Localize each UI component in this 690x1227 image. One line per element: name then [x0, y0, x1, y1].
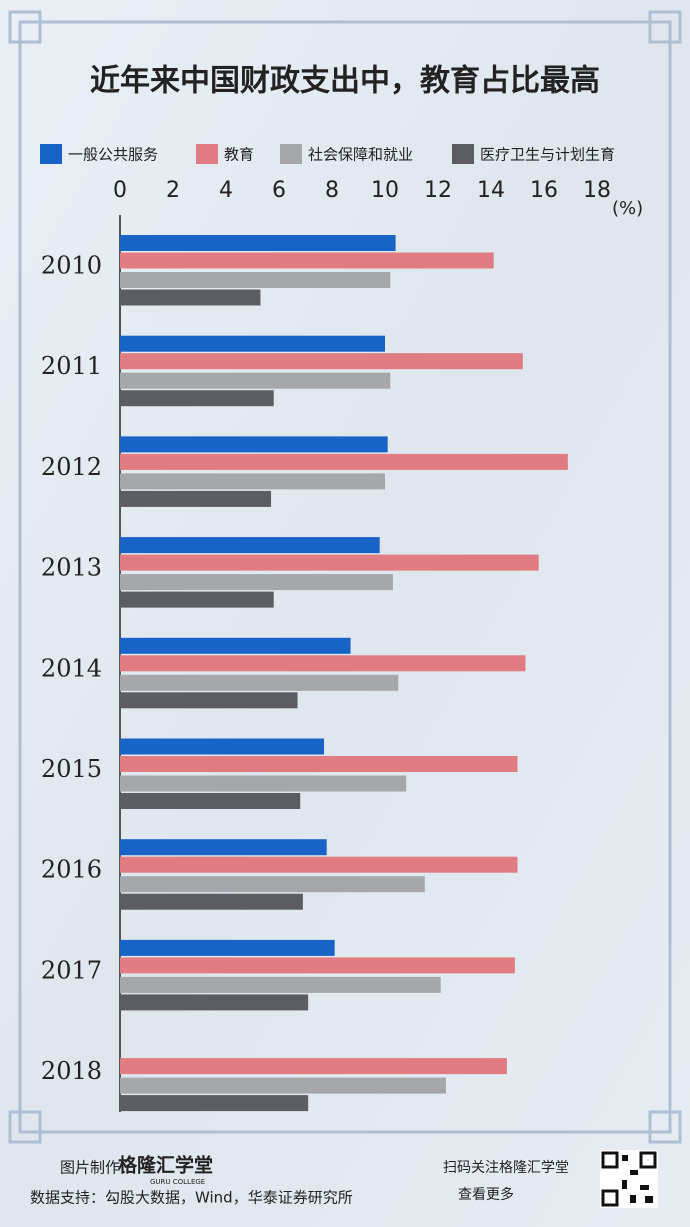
y-tick-label: 2012 — [41, 453, 102, 481]
bar — [120, 591, 274, 608]
bar — [120, 252, 494, 269]
source: 数据支持：勾股大数据，Wind，华泰证券研究所 — [30, 1189, 353, 1207]
bar — [120, 235, 396, 251]
brand-sub: GURU COLLEGE — [150, 1178, 205, 1186]
y-tick-label: 2016 — [41, 856, 102, 884]
bar — [120, 490, 272, 507]
x-tick-label: 10 — [371, 178, 399, 203]
bar — [120, 637, 351, 654]
legend-swatch — [40, 144, 62, 164]
x-tick-label: 4 — [219, 178, 233, 203]
bar — [120, 390, 274, 407]
bar — [120, 1095, 309, 1112]
x-tick-label: 2 — [166, 178, 180, 203]
bar — [120, 574, 393, 591]
legend-label: 医疗卫生与计划生育 — [480, 146, 615, 164]
bar — [120, 272, 391, 288]
legend-label: 一般公共服务 — [68, 146, 158, 164]
x-tick-label: 12 — [424, 178, 452, 203]
bar — [120, 1058, 507, 1075]
qr-code — [600, 1150, 658, 1208]
legend-swatch — [452, 144, 474, 164]
y-tick-label: 2011 — [41, 352, 102, 380]
bar — [120, 453, 568, 470]
y-tick-label: 2014 — [41, 654, 102, 682]
bar — [120, 655, 526, 672]
bar — [120, 554, 539, 571]
y-tick-label: 2017 — [41, 956, 102, 984]
bar — [120, 289, 261, 306]
x-tick-label: 0 — [113, 178, 127, 203]
legend-swatch — [196, 144, 218, 164]
bar — [120, 692, 298, 709]
y-tick-label: 2013 — [41, 554, 102, 582]
brand: 格隆汇学堂 — [118, 1154, 213, 1177]
x-tick-label: 14 — [477, 178, 505, 203]
bar — [120, 939, 335, 956]
bar — [120, 335, 385, 352]
qr-text: 查看更多 — [458, 1186, 514, 1203]
y-tick-label: 2018 — [41, 1057, 102, 1085]
y-tick-label: 2015 — [41, 755, 102, 783]
x-tick-label: 8 — [325, 178, 339, 203]
bar — [120, 756, 518, 772]
maker-label: 图片制作： — [60, 1159, 135, 1177]
legend-label: 社会保障和就业 — [308, 146, 413, 164]
frame — [8, 10, 682, 1144]
unit-label: (%) — [612, 198, 643, 219]
x-tick-label: 6 — [272, 178, 286, 203]
bar — [120, 994, 309, 1011]
legend-label: 教育 — [224, 146, 254, 164]
x-tick-label: 18 — [583, 178, 611, 203]
bar — [120, 976, 441, 993]
bar — [120, 876, 425, 893]
bar — [120, 436, 388, 453]
legend-swatch — [280, 144, 302, 164]
bar — [120, 893, 303, 910]
bar — [120, 353, 523, 370]
bar — [120, 1077, 446, 1094]
bar — [120, 473, 385, 490]
bar — [120, 793, 301, 809]
bar — [120, 775, 407, 792]
y-tick-label: 2010 — [41, 252, 102, 280]
qr-text: 扫码关注格隆汇学堂 — [443, 1160, 569, 1176]
bar — [120, 537, 380, 554]
bar — [120, 372, 391, 389]
bar — [120, 856, 518, 873]
x-tick-label: 16 — [530, 178, 558, 203]
bar — [120, 674, 399, 691]
chart-title: 近年来中国财政支出中，教育占比最高 — [90, 64, 600, 99]
bar — [120, 839, 327, 856]
bar — [120, 738, 325, 755]
bar — [120, 957, 515, 974]
